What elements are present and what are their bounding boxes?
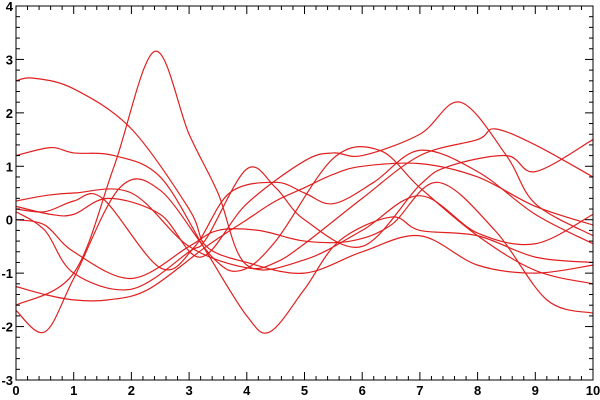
- x-tick-label: 1: [70, 383, 77, 398]
- x-tick-label: 2: [128, 383, 135, 398]
- series-line-2: [15, 50, 594, 306]
- y-tick-label: 3: [6, 52, 13, 67]
- x-tick-label: 10: [586, 383, 600, 398]
- y-tick-label: 4: [6, 0, 14, 14]
- x-tick-label: 5: [301, 383, 308, 398]
- x-tick-label: 8: [474, 383, 481, 398]
- series-line-3: [15, 146, 594, 334]
- series-line-8: [15, 139, 594, 291]
- x-tick-label: 0: [12, 383, 19, 398]
- series-line-10: [15, 149, 594, 271]
- y-tick-label: -1: [1, 266, 13, 281]
- series-line-4: [15, 128, 594, 270]
- y-tick-label: 2: [6, 106, 13, 121]
- x-tick-label: 6: [359, 383, 366, 398]
- series-line-7: [15, 162, 594, 302]
- x-tick-label: 9: [532, 383, 539, 398]
- y-tick-label: 0: [6, 213, 13, 228]
- series-line-5: [15, 101, 594, 258]
- x-tick-label: 3: [185, 383, 192, 398]
- tick-layer: [15, 5, 594, 381]
- x-tick-label: 7: [416, 383, 423, 398]
- series-layer: [15, 50, 594, 334]
- series-line-6: [15, 181, 594, 314]
- y-tick-label: -3: [1, 373, 13, 388]
- y-tick-label: 1: [6, 159, 13, 174]
- series-line-9: [15, 146, 594, 334]
- x-tick-label: 4: [243, 383, 251, 398]
- y-tick-label: -2: [1, 320, 13, 335]
- series-line-1: [15, 77, 594, 274]
